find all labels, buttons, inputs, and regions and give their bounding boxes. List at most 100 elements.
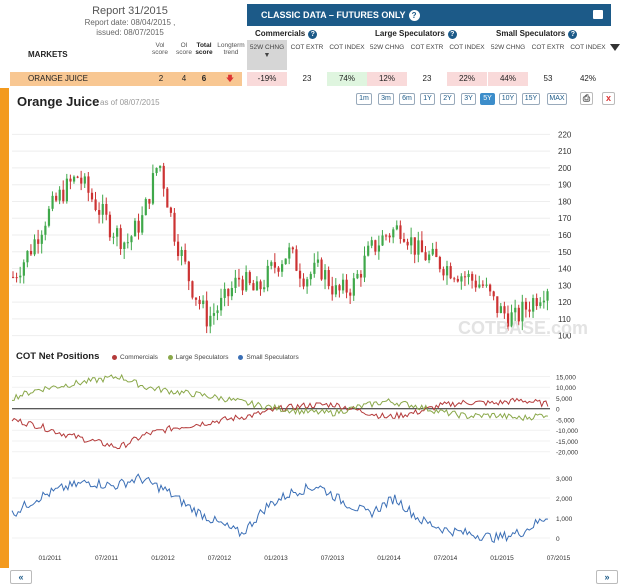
candle-body — [521, 301, 524, 322]
y-tick-label: 220 — [558, 130, 572, 139]
range-15y-button[interactable]: 15Y — [522, 93, 540, 105]
candle-body — [155, 167, 158, 174]
sort-cot-extr[interactable]: COT EXTR — [410, 44, 444, 51]
legend-commercials: Commercials — [112, 354, 158, 361]
range-max-button[interactable]: MAX — [547, 93, 567, 105]
candle-body — [237, 277, 241, 280]
sort-cot-extr[interactable]: COT EXTR — [290, 44, 324, 51]
candle-body — [410, 237, 413, 246]
close-icon[interactable]: x — [602, 92, 615, 105]
candle-body — [87, 176, 90, 193]
candle-body — [55, 195, 58, 201]
candle-body — [438, 257, 442, 270]
candle-body — [449, 266, 452, 279]
candle-body — [385, 235, 388, 237]
candle-body — [499, 306, 502, 314]
candle-body — [524, 301, 528, 310]
candle-body — [187, 261, 190, 282]
candle-body — [535, 298, 538, 307]
x-tick-label: 01/2015 — [490, 555, 514, 562]
candle-body — [123, 242, 126, 249]
market-row-orange-juice[interactable]: ORANGE JUICE 2 4 6 🡇 -19% 23 74% 12% 23 … — [0, 72, 625, 86]
candle-body — [463, 276, 467, 278]
candle-body — [381, 235, 384, 246]
help-icon[interactable]: ? — [308, 30, 318, 39]
watermark: COTBASE.com — [458, 318, 588, 338]
sort-cot-index[interactable]: COT INDEX — [570, 44, 606, 51]
y-tick-label: 170 — [558, 214, 572, 223]
help-icon[interactable]: ? — [447, 30, 457, 39]
candle-body — [72, 176, 76, 182]
candle-body — [144, 199, 147, 216]
issued-date: issued: 08/07/2015 — [96, 28, 164, 37]
vol-score: 2 — [158, 74, 164, 83]
candle-body — [539, 302, 542, 307]
report-date: Report date: 08/04/2015 , — [84, 18, 176, 27]
candle-body — [345, 279, 348, 293]
candle-body — [363, 255, 366, 278]
y-tick-label: 100 — [558, 332, 572, 341]
x-tick-label: 01/2011 — [38, 555, 61, 562]
candle-body — [517, 307, 520, 322]
y-tick-label: 1,000 — [556, 516, 573, 523]
y-tick-label: 110 — [558, 315, 571, 324]
candle-body — [478, 284, 481, 288]
range-5y-button[interactable]: 5Y — [480, 93, 495, 105]
sort-52w-chng[interactable]: 52W CHNG — [369, 44, 405, 51]
candle-body — [496, 296, 499, 314]
candle-body — [108, 214, 112, 238]
candle-body — [33, 239, 36, 255]
candle-body — [532, 298, 535, 312]
candle-body — [101, 203, 104, 215]
candle-body — [273, 262, 277, 268]
candle-body — [212, 313, 216, 316]
sort-cot-index[interactable]: COT INDEX — [449, 44, 485, 51]
help-icon[interactable]: ? — [408, 10, 420, 21]
legend-small-speculators: Small Speculators — [238, 354, 299, 361]
candle-body — [159, 165, 162, 168]
candle-body — [489, 284, 492, 292]
group-commercials: Commercials? — [247, 27, 367, 40]
print-icon[interactable] — [593, 10, 603, 19]
sort-cot-index[interactable]: COT INDEX — [329, 44, 365, 51]
candle-body — [467, 273, 470, 278]
print-icon[interactable]: ⎙ — [580, 92, 593, 105]
candle-body — [112, 236, 115, 238]
sort-cot-extr[interactable]: COT EXTR — [531, 44, 565, 51]
candle-body — [15, 277, 18, 279]
scroll-right-button[interactable]: » — [596, 570, 618, 584]
candle-body — [137, 220, 140, 233]
candle-body — [98, 210, 101, 215]
sort-52w-chng[interactable]: 52W CHNG ▼ — [247, 40, 287, 70]
cot-title: COT Net Positions — [16, 351, 100, 362]
candle-body — [420, 240, 424, 253]
small-spec-chart: 3,000 2,000 1,000 0 01/2011 07/2011 01/2012 07/… — [11, 473, 573, 562]
group-small-speculators: Small Speculators? — [488, 27, 610, 40]
candle-body — [528, 309, 531, 312]
candle-body — [12, 276, 15, 278]
candle-body — [456, 278, 459, 282]
cot-legend: Commercials Large Speculators Small Spec… — [112, 354, 307, 361]
candle-body — [306, 279, 309, 287]
candle-body — [227, 288, 230, 297]
range-1y-button[interactable]: 1Y — [420, 93, 435, 105]
candle-body — [252, 283, 255, 291]
sort-52w-chng[interactable]: 52W CHNG — [490, 44, 526, 51]
candle-body — [327, 270, 330, 287]
range-3y-button[interactable]: 3Y — [461, 93, 476, 105]
comm-extr: 23 — [302, 74, 312, 83]
range-2y-button[interactable]: 2Y — [440, 93, 455, 105]
x-tick-label: 01/2013 — [264, 555, 288, 562]
candle-body — [263, 287, 266, 290]
scroll-left-button[interactable]: « — [10, 570, 32, 584]
range-3m-button[interactable]: 3m — [378, 93, 394, 105]
candle-body — [406, 241, 409, 246]
small-index: 42% — [579, 74, 596, 83]
range-6m-button[interactable]: 6m — [399, 93, 415, 105]
candle-body — [481, 284, 485, 286]
dropdown-caret-icon[interactable] — [610, 44, 620, 51]
help-icon[interactable]: ? — [568, 30, 578, 39]
range-1m-button[interactable]: 1m — [356, 93, 372, 105]
range-10y-button[interactable]: 10Y — [499, 93, 517, 105]
candle-body — [119, 228, 122, 249]
